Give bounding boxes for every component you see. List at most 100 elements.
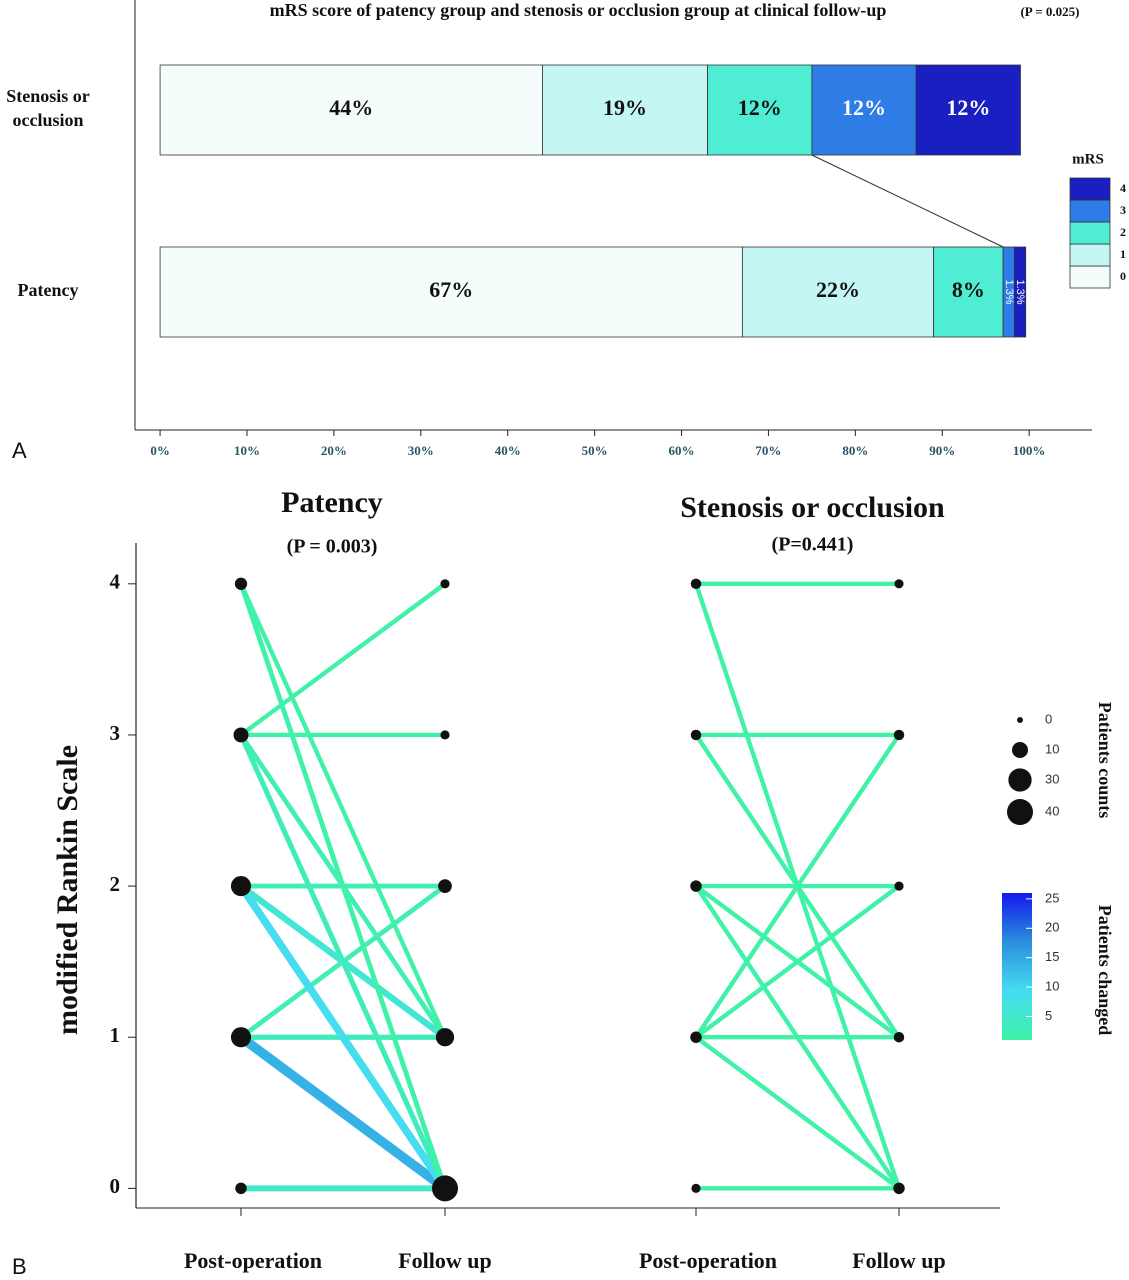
count-node: [435, 1028, 455, 1047]
x-tick-label: Follow up: [398, 1248, 492, 1273]
x-tick-label: 80%: [842, 443, 868, 458]
x-tick-label: Follow up: [852, 1248, 946, 1273]
x-tick-label: 50%: [582, 443, 608, 458]
data-label: 19%: [603, 95, 647, 120]
color-tick-label: 25: [1045, 890, 1059, 905]
color-bar: [1002, 893, 1032, 1040]
data-label: 44%: [329, 95, 373, 120]
legend-title: Patients changed: [1095, 905, 1115, 1036]
subplot-subtitle: (P = 0.003): [287, 536, 378, 558]
flow-line: [238, 581, 448, 738]
color-tick-label: 5: [1045, 1008, 1052, 1023]
connector: [811, 154, 1004, 248]
flow-line: [236, 1032, 450, 1194]
count-node: [234, 577, 248, 590]
size-legend-label: 30: [1045, 771, 1059, 786]
flow-line: [238, 732, 448, 1191]
subplot-title: Stenosis or occlusion: [680, 491, 945, 524]
color-tick-label: 15: [1045, 949, 1059, 964]
count-node: [893, 729, 905, 741]
data-label: 1.3%: [1003, 279, 1015, 304]
data-label: 67%: [429, 277, 473, 302]
legend-label: 2: [1120, 225, 1126, 239]
bar-segment: [1013, 246, 1027, 338]
bar-segment: [707, 64, 813, 156]
legend-swatch: [1069, 221, 1111, 245]
count-node: [893, 1182, 905, 1195]
legend-label: 3: [1120, 203, 1126, 217]
count-node: [894, 881, 904, 891]
legend-swatch: [1069, 265, 1111, 289]
x-tick-label: 40%: [495, 443, 521, 458]
bar-segment: [811, 64, 917, 156]
y-tick-label: 4: [110, 570, 121, 594]
data-label: 22%: [816, 277, 860, 302]
size-legend-label: 0: [1045, 711, 1052, 726]
subplot-title: Patency: [281, 486, 383, 519]
count-node: [894, 579, 904, 589]
flow-line: [237, 882, 449, 1193]
count-node: [690, 578, 702, 590]
size-legend-dot: [1008, 768, 1032, 792]
subplot-subtitle: (P=0.441): [772, 534, 854, 556]
legend-label: 4: [1120, 181, 1126, 195]
count-node: [432, 1175, 458, 1202]
count-node: [230, 1027, 252, 1048]
legend-swatch: [1069, 199, 1111, 223]
x-tick-label: 30%: [408, 443, 434, 458]
legend-swatch: [1069, 243, 1111, 267]
data-label: 8%: [952, 277, 985, 302]
x-tick-label: 100%: [1013, 443, 1046, 458]
count-node: [235, 1182, 247, 1195]
size-legend-label: 10: [1045, 741, 1059, 756]
flow-line: [693, 883, 902, 1040]
count-node: [690, 729, 702, 741]
count-node: [440, 579, 450, 589]
count-node: [233, 727, 249, 743]
data-label: 12%: [842, 95, 886, 120]
x-tick-label: Post-operation: [184, 1248, 322, 1273]
size-legend-dot: [1012, 742, 1028, 758]
count-node: [440, 730, 450, 740]
chart-title: mRS score of patency group and stenosis …: [270, 0, 887, 20]
annotation: (P = 0.025): [1020, 4, 1079, 19]
x-tick-label: 0%: [150, 443, 170, 458]
y-tick-label: Stenosis or occlusion: [6, 86, 90, 130]
bar-segment: [542, 64, 708, 156]
y-tick-label: 0: [110, 1174, 121, 1198]
flow-line: [238, 581, 448, 1191]
data-label: 1.3%: [1014, 279, 1026, 304]
size-legend-dot: [1017, 717, 1023, 723]
legend-label: 0: [1120, 269, 1126, 283]
x-tick-label: Post-operation: [639, 1248, 777, 1273]
x-tick-label: 90%: [929, 443, 955, 458]
legend-title: Patients counts: [1095, 702, 1115, 819]
flow-line: [238, 581, 448, 1040]
color-tick-label: 20: [1045, 920, 1059, 935]
bar-segment: [915, 64, 1021, 156]
panel-label: B: [12, 1254, 27, 1279]
x-tick-label: 70%: [755, 443, 781, 458]
bar-segment: [159, 246, 743, 338]
flow-line: [693, 1035, 902, 1191]
color-tick-label: 10: [1045, 979, 1059, 994]
bar-segment: [741, 246, 934, 338]
y-tick-label: Patency: [18, 280, 79, 300]
y-axis-label: modified Rankin Scale: [51, 745, 84, 1035]
data-label: 12%: [946, 95, 990, 120]
count-node: [691, 1183, 701, 1193]
y-tick-label: 3: [110, 721, 121, 745]
bar-segment: [159, 64, 543, 156]
count-node: [690, 880, 702, 892]
legend-label: 1: [1120, 247, 1126, 261]
legend-title: mRS: [1072, 151, 1104, 167]
size-legend-dot: [1007, 799, 1033, 825]
count-node: [690, 1031, 702, 1043]
legend-swatch: [1069, 177, 1111, 201]
count-node: [893, 1031, 905, 1043]
size-legend-label: 40: [1045, 803, 1059, 818]
y-tick-label: 1: [110, 1023, 121, 1047]
y-tick-label: 2: [110, 872, 121, 896]
panel-label: A: [12, 438, 27, 463]
